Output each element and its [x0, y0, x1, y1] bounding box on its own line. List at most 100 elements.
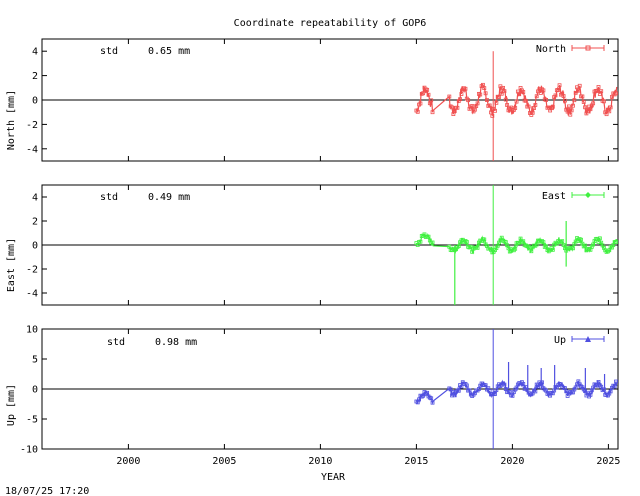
up-series [414, 362, 618, 405]
north-data-point [541, 88, 546, 93]
north-data-point [565, 109, 570, 114]
east-y-tick-label: -2 [26, 265, 38, 276]
north-data-point [494, 100, 499, 105]
north-data-point [595, 88, 600, 93]
x-tick-label-2010: 2010 [308, 456, 332, 467]
up-panel: 10 5 0 -5 -10 Up [mm] std 0.98 mm Up [6, 325, 619, 456]
north-data-point [576, 88, 581, 93]
north-data-point [614, 91, 618, 96]
north-data-point [596, 85, 601, 89]
north-data-point [472, 107, 477, 112]
north-y-tick-label: -4 [26, 144, 38, 155]
north-y-tick-label: -2 [26, 120, 38, 131]
up-data-point [608, 389, 613, 394]
up-legend-symbol [571, 336, 605, 342]
up-data-point [564, 389, 569, 394]
north-legend-symbol [571, 45, 605, 51]
north-data-point [463, 86, 468, 91]
up-data-point [588, 392, 593, 397]
up-data-point [601, 387, 606, 392]
north-data-point [608, 105, 613, 110]
chart-title: Coordinate repeatability of GOP6 [234, 18, 427, 29]
north-data-point [563, 98, 567, 103]
north-data-point [556, 88, 561, 92]
north-data-point [534, 94, 539, 99]
north-data-point [601, 99, 606, 104]
east-data-point [513, 246, 518, 251]
east-data-point [579, 237, 583, 242]
east-data-point [464, 240, 469, 244]
up-x-ticks [127, 329, 609, 449]
east-data-point [475, 245, 480, 250]
up-data-point [452, 393, 457, 398]
east-data-point [560, 239, 565, 244]
north-data-point [458, 97, 462, 102]
north-data-point [553, 93, 558, 98]
up-y-tick-label: -10 [20, 445, 38, 456]
north-data-point [483, 91, 488, 96]
north-data-point [485, 98, 489, 102]
north-y-tick-label: 0 [32, 96, 38, 107]
north-data-point [521, 90, 526, 94]
up-data-point [483, 383, 488, 388]
north-data-point [503, 97, 508, 102]
north-data-point [557, 83, 562, 88]
timestamp: 18/07/25 17:20 [5, 486, 89, 496]
north-data-point [425, 87, 430, 92]
north-data-point [475, 101, 480, 106]
north-data-point [567, 104, 571, 109]
up-data-point [494, 388, 499, 393]
north-data-point [513, 106, 518, 110]
east-data-point [482, 237, 487, 242]
east-data-point [456, 244, 461, 248]
north-data-point [426, 92, 431, 97]
east-std-label: std [100, 192, 118, 203]
north-std-label: std [100, 46, 118, 57]
east-data-point [418, 239, 423, 244]
north-data-point [482, 86, 487, 91]
east-data-point [430, 240, 435, 245]
north-std-value: 0.65 mm [148, 46, 190, 57]
east-data-point [591, 242, 596, 247]
east-data-point [614, 240, 618, 244]
east-data-point [518, 236, 523, 241]
north-data-point [550, 104, 555, 109]
east-data-point [534, 242, 539, 247]
north-data-point [530, 110, 535, 115]
east-panel: 4 2 0 -2 -4 East [mm] std 0.49 mm East [6, 184, 619, 306]
up-y-tick-label: 5 [32, 355, 38, 366]
north-data-point [429, 98, 434, 103]
up-data-point [430, 400, 435, 405]
up-y-axis-label: Up [mm] [6, 384, 17, 426]
north-data-point [415, 109, 420, 114]
north-data-point [591, 101, 596, 106]
up-data-point [536, 384, 540, 389]
up-std-label: std [107, 337, 125, 348]
up-data-point [585, 390, 590, 395]
up-data-point [502, 382, 507, 387]
north-data-point [599, 89, 604, 94]
x-tick-label-2025: 2025 [596, 456, 620, 467]
east-y-tick-label: 0 [32, 241, 38, 252]
east-data-point [529, 249, 534, 254]
north-y-axis-label: North [mm] [6, 90, 17, 150]
north-data-point [573, 90, 578, 95]
north-data-point [604, 112, 609, 117]
east-data-point [597, 236, 602, 241]
north-data-point [568, 112, 573, 117]
north-y-tick-label: 4 [32, 47, 38, 58]
north-data-point [478, 92, 483, 97]
north-data-point [466, 98, 471, 103]
north-data-point [583, 105, 587, 110]
east-data-point [541, 240, 546, 245]
x-tick-label-2015: 2015 [404, 456, 428, 467]
up-data-point [533, 389, 538, 394]
east-y-tick-label: -4 [26, 289, 38, 300]
up-data-point [456, 388, 461, 393]
north-data-point [502, 89, 507, 94]
up-data-point [540, 380, 544, 385]
x-tick-label-2020: 2020 [500, 456, 524, 467]
north-data-point [561, 94, 566, 98]
north-data-point [524, 98, 528, 103]
